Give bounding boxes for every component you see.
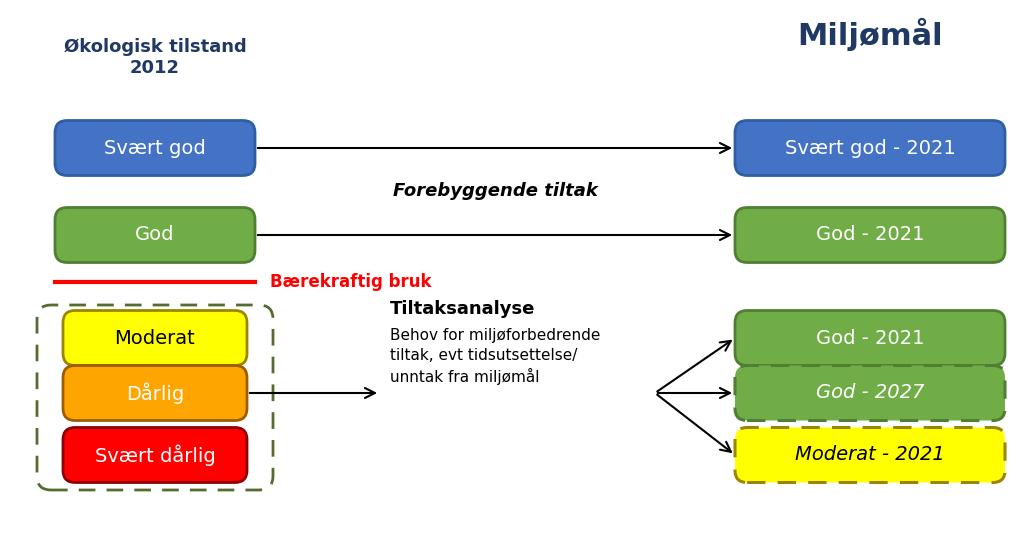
- FancyBboxPatch shape: [63, 428, 247, 482]
- FancyBboxPatch shape: [735, 311, 1005, 365]
- Text: Økologisk tilstand
2012: Økologisk tilstand 2012: [63, 38, 247, 77]
- Text: Miljømål: Miljømål: [798, 18, 943, 51]
- Text: Svært dårlig: Svært dårlig: [94, 444, 215, 466]
- FancyBboxPatch shape: [63, 311, 247, 365]
- FancyBboxPatch shape: [55, 120, 255, 176]
- FancyBboxPatch shape: [735, 208, 1005, 262]
- Text: Bærekraftig bruk: Bærekraftig bruk: [270, 273, 431, 291]
- Text: Moderat: Moderat: [115, 328, 196, 347]
- Text: Tiltaksanalyse: Tiltaksanalyse: [390, 300, 536, 318]
- Text: God - 2021: God - 2021: [816, 225, 925, 244]
- Text: Svært god - 2021: Svært god - 2021: [784, 139, 955, 158]
- FancyBboxPatch shape: [55, 208, 255, 262]
- Text: God - 2021: God - 2021: [816, 328, 925, 347]
- Text: Behov for miljøforbedrende
tiltak, evt tidsutsettelse/
unntak fra miljømål: Behov for miljøforbedrende tiltak, evt t…: [390, 328, 600, 385]
- Text: God - 2027: God - 2027: [816, 384, 925, 403]
- Text: Svært god: Svært god: [104, 139, 206, 158]
- FancyBboxPatch shape: [735, 120, 1005, 176]
- Text: Moderat - 2021: Moderat - 2021: [795, 446, 945, 464]
- Text: Forebyggende tiltak: Forebyggende tiltak: [392, 183, 597, 201]
- FancyBboxPatch shape: [63, 365, 247, 421]
- Text: God: God: [135, 225, 175, 244]
- FancyBboxPatch shape: [735, 365, 1005, 421]
- Text: Dårlig: Dårlig: [126, 382, 184, 404]
- FancyBboxPatch shape: [735, 428, 1005, 482]
